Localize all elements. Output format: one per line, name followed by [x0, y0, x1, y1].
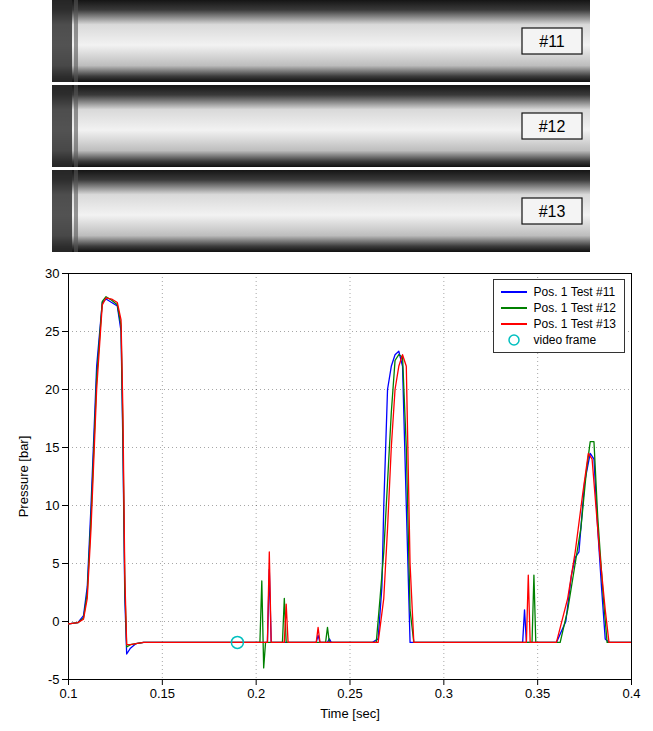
svg-text:Time [sec]: Time [sec]: [320, 706, 379, 721]
html-text:Pos. 1 Test #12: Pos. 1 Test #12: [533, 301, 616, 315]
svg-text:5: 5: [52, 556, 59, 571]
svg-text:0: 0: [52, 614, 59, 629]
svg-text:0.35: 0.35: [525, 686, 550, 701]
svg-text:0.15: 0.15: [150, 686, 175, 701]
svg-text:#11: #11: [539, 33, 565, 50]
svg-text:0.2: 0.2: [247, 686, 265, 701]
svg-text:#12: #12: [539, 118, 566, 135]
html-text:Pos. 1 Test #11: Pos. 1 Test #11: [533, 285, 616, 299]
svg-text:0.4: 0.4: [622, 686, 640, 701]
html-text:Pos. 1 Test #13: Pos. 1 Test #13: [533, 317, 616, 331]
svg-text:25: 25: [45, 324, 59, 339]
svg-text:0.25: 0.25: [337, 686, 362, 701]
svg-text:Pressure [bar]: Pressure [bar]: [16, 436, 31, 518]
svg-text:0.3: 0.3: [435, 686, 453, 701]
svg-text:10: 10: [45, 498, 59, 513]
svg-text:#13: #13: [539, 203, 566, 220]
html-text:video frame: video frame: [533, 333, 597, 347]
svg-text:15: 15: [45, 440, 59, 455]
svg-text:20: 20: [45, 382, 59, 397]
svg-text:0.1: 0.1: [59, 686, 77, 701]
svg-text:-5: -5: [48, 672, 60, 687]
svg-text:30: 30: [45, 266, 59, 281]
